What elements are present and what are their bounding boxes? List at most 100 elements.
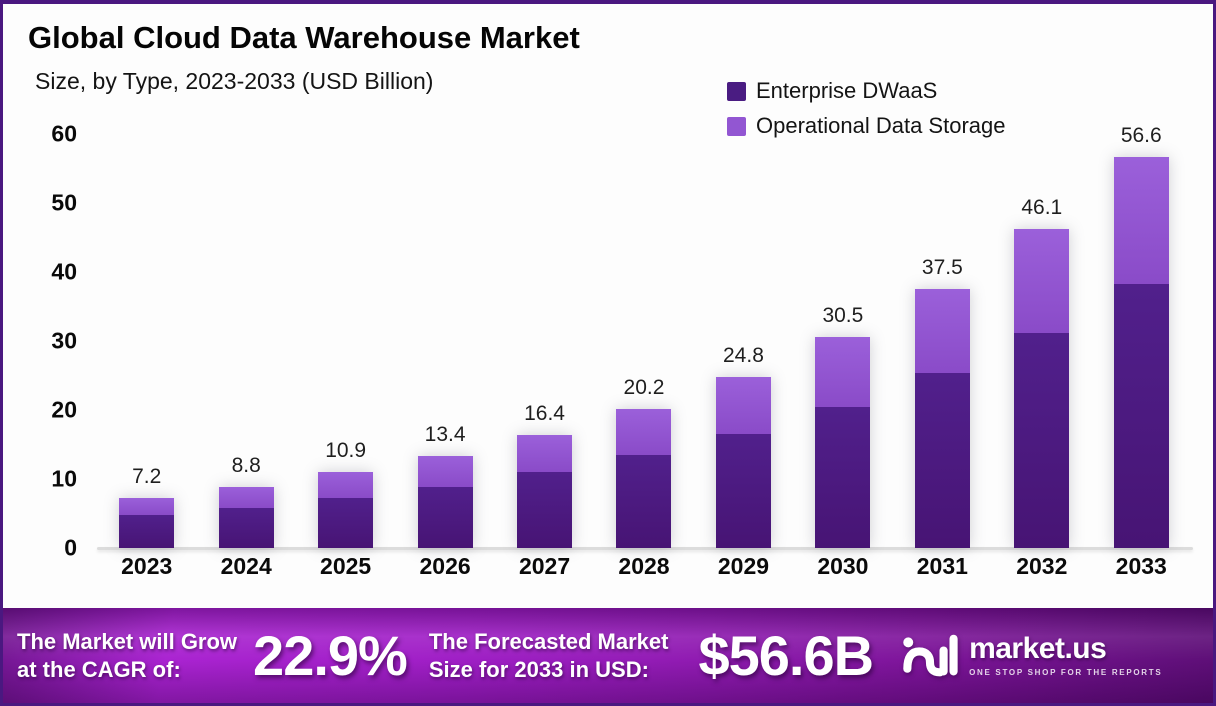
chart-subtitle: Size, by Type, 2023-2033 (USD Billion) <box>35 68 434 94</box>
legend-item-enterprise-dwaas: Enterprise DWaaS <box>727 78 1006 104</box>
x-axis-label-2033: 2033 <box>1115 553 1167 579</box>
x-axis-label-2023: 2023 <box>121 553 173 579</box>
stacked-bar-2026 <box>417 456 473 548</box>
bar-group-2023: 7.2 <box>97 124 196 548</box>
forecast-caption-line2: Size for 2033 in USD: <box>428 656 649 682</box>
bar-total-label-2030: 30.5 <box>822 304 864 327</box>
bar-group-2033: 56.6 <box>1092 124 1191 548</box>
stacked-bar-2024 <box>218 487 274 548</box>
bar-segment-enterprise-2029 <box>715 434 771 548</box>
bar-total-label-2029: 24.8 <box>723 344 764 367</box>
bar-group-2024: 8.8 <box>196 124 295 548</box>
bar-segment-enterprise-2032 <box>1014 333 1070 548</box>
legend-label-enterprise: Enterprise DWaaS <box>756 78 938 103</box>
bar-segment-operational-2032 <box>1014 229 1070 333</box>
forecast-caption: The Forecasted Market Size for 2033 in U… <box>429 628 669 683</box>
stacked-bar-2027 <box>517 435 573 548</box>
y-axis-tick-40: 40 <box>51 258 77 285</box>
bar-group-2031: 37.5 <box>893 124 992 548</box>
bar-segment-operational-2028 <box>616 409 672 455</box>
footer-banner: The Market will Grow at the CAGR of: 22.… <box>3 608 1213 703</box>
stacked-bar-2029 <box>715 377 771 548</box>
stacked-bar-2023 <box>119 498 175 548</box>
cagr-caption: The Market will Grow at the CAGR of: <box>17 628 237 683</box>
bar-series: 7.2 8.8 10.9 13.4 16.4 20.2 24.8 30.5 37.5 46.1 56… <box>97 124 1191 548</box>
bar-group-2027: 16.4 <box>495 124 594 548</box>
stacked-bar-2032 <box>1014 229 1070 548</box>
bar-group-2030: 30.5 <box>793 124 892 548</box>
x-axis: 2023 2024 2025 2026 2027 2028 2029 2030 2031 2032… <box>97 553 1191 580</box>
stacked-bar-2033 <box>1113 157 1169 548</box>
x-axis-label-2032: 2032 <box>1016 553 1068 579</box>
bar-total-label-2023: 7.2 <box>132 465 162 488</box>
y-axis-tick-50: 50 <box>51 189 77 216</box>
y-axis-tick-20: 20 <box>51 396 77 423</box>
x-axis-label-2024: 2024 <box>220 553 272 579</box>
y-axis-tick-10: 10 <box>51 465 77 492</box>
x-axis-label-2025: 2025 <box>320 553 372 579</box>
x-axis-label-2028: 2028 <box>618 553 670 579</box>
x-axis-label-2029: 2029 <box>717 553 770 579</box>
x-axis-label-2026: 2026 <box>419 553 471 579</box>
y-axis-tick-0: 0 <box>64 534 77 561</box>
bar-segment-enterprise-2030 <box>815 407 871 548</box>
bar-segment-enterprise-2023 <box>119 515 175 548</box>
x-axis-label-2030: 2030 <box>817 553 869 579</box>
stacked-bar-2025 <box>318 472 374 548</box>
legend-label-operational: Operational Data Storage <box>756 113 1006 138</box>
bar-segment-operational-2023 <box>119 498 175 515</box>
x-axis-label-2031: 2031 <box>916 553 968 579</box>
legend-swatch-operational-icon <box>727 116 746 136</box>
bar-group-2025: 10.9 <box>296 124 395 548</box>
bar-segment-operational-2030 <box>815 337 871 407</box>
plot-area: 0 10 20 30 40 50 60 7.2 8.8 10.9 13.4 16.4 20.2 24.8… <box>3 120 1213 561</box>
bar-segment-enterprise-2028 <box>616 455 672 548</box>
legend-swatch-enterprise-icon <box>727 81 746 101</box>
bar-segment-enterprise-2024 <box>218 508 274 548</box>
y-axis-tick-60: 60 <box>51 120 77 147</box>
bar-group-2032: 46.1 <box>992 124 1091 548</box>
forecast-value: $56.6B <box>698 624 874 687</box>
bar-group-2028: 20.2 <box>594 124 693 548</box>
bar-total-label-2032: 46.1 <box>1021 196 1063 219</box>
bar-segment-enterprise-2026 <box>417 487 473 548</box>
bar-segment-operational-2025 <box>318 472 374 498</box>
bar-total-label-2028: 20.2 <box>623 376 665 399</box>
bar-segment-enterprise-2033 <box>1113 284 1169 548</box>
bar-segment-operational-2029 <box>715 377 771 434</box>
chart-title: Global Cloud Data Warehouse Market <box>28 20 580 55</box>
cagr-caption-line1: The Market will Grow <box>17 629 238 654</box>
forecast-caption-line1: The Forecasted Market <box>428 629 669 654</box>
bar-group-2026: 13.4 <box>395 124 494 548</box>
bar-segment-enterprise-2025 <box>318 498 374 548</box>
marketus-logo-icon <box>903 634 958 676</box>
bar-total-label-2026: 13.4 <box>424 423 466 446</box>
bar-total-label-2025: 10.9 <box>325 439 367 462</box>
stacked-bar-2031 <box>914 289 970 548</box>
x-axis-baseline <box>97 547 1193 550</box>
cagr-value: 22.9% <box>253 624 408 687</box>
legend: Enterprise DWaaS Operational Data Storag… <box>727 78 1006 148</box>
bar-segment-enterprise-2031 <box>914 373 970 548</box>
bar-segment-operational-2024 <box>218 487 274 508</box>
bar-segment-operational-2033 <box>1113 157 1169 284</box>
bar-total-label-2024: 8.8 <box>231 454 261 477</box>
stacked-bar-2028 <box>616 409 672 548</box>
logo-wordmark: market.us <box>969 632 1107 665</box>
bar-segment-operational-2026 <box>417 456 473 487</box>
bar-total-label-2031: 37.5 <box>921 256 963 279</box>
bar-total-label-2027: 16.4 <box>524 402 565 425</box>
bar-total-label-2033: 56.6 <box>1120 124 1162 147</box>
logo-tagline: ONE STOP SHOP FOR THE REPORTS <box>969 668 1163 677</box>
cagr-caption-line2: at the CAGR of: <box>17 656 181 682</box>
bar-segment-operational-2027 <box>517 435 573 472</box>
bar-group-2029: 24.8 <box>694 124 793 548</box>
bar-segment-enterprise-2027 <box>517 472 573 548</box>
stacked-bar-2030 <box>815 337 871 548</box>
bar-segment-operational-2031 <box>914 289 970 373</box>
marketus-logo: market.us ONE STOP SHOP FOR THE REPORTS <box>901 629 1162 683</box>
y-axis-tick-30: 30 <box>51 327 77 354</box>
x-axis-label-2027: 2027 <box>518 553 571 579</box>
legend-item-operational-data-storage: Operational Data Storage <box>727 113 1006 139</box>
